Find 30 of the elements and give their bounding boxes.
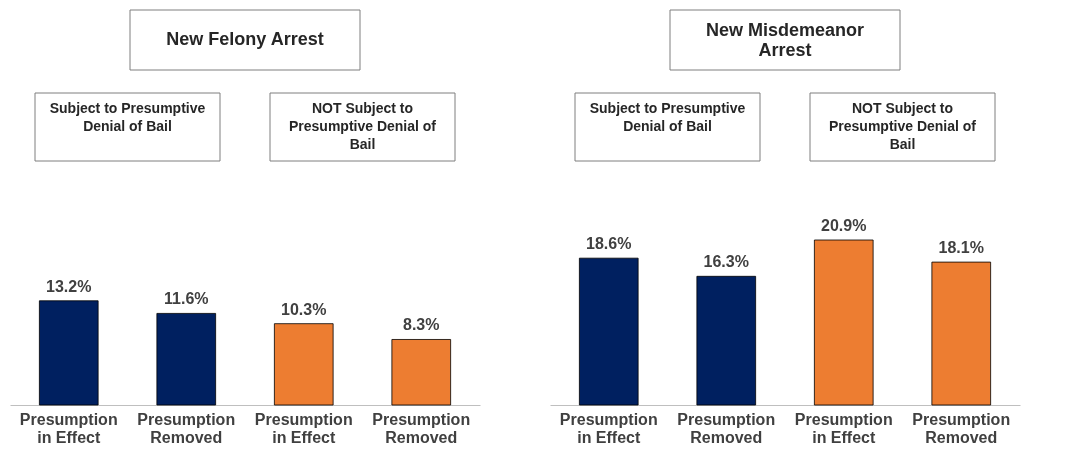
data-label: 8.3%	[403, 316, 440, 334]
x-tick-label: Presumption in Effect	[559, 410, 658, 446]
bar	[156, 313, 217, 406]
text: NOT Subject to Presumptive Denial of Bail	[288, 100, 437, 152]
data-label: 13.2%	[46, 277, 92, 295]
x-tick-label: Presumption Removed	[912, 410, 1011, 446]
x-tick-label: Presumption in Effect	[794, 410, 893, 446]
bar	[38, 300, 99, 406]
data-label: 16.3%	[703, 253, 749, 271]
bar	[813, 239, 874, 406]
data-label: 18.6%	[586, 235, 632, 253]
x-tick-label: Presumption Removed	[677, 410, 776, 446]
data-label: 11.6%	[164, 290, 209, 308]
bar	[578, 257, 639, 406]
x-tick-label: Presumption Removed	[372, 410, 471, 446]
x-tick-label: Presumption Removed	[137, 410, 236, 446]
bar	[931, 261, 992, 406]
x-tick-label: Presumption in Effect	[254, 410, 353, 446]
text: NOT Subject to Presumptive Denial of Bail	[828, 100, 977, 152]
text: Subject to Presumptive Denial of Bail	[589, 100, 746, 134]
chart-title: New Felony Arrest	[166, 29, 324, 49]
x-tick-label: Presumption in Effect	[19, 410, 118, 446]
bar	[273, 323, 334, 406]
bar	[696, 275, 757, 406]
data-label: 10.3%	[281, 300, 327, 318]
text: Subject to Presumptive Denial of Bail	[49, 100, 206, 134]
chart-title: New Misdemeanor Arrest	[705, 20, 865, 60]
data-label: 18.1%	[938, 239, 984, 257]
data-label: 20.9%	[821, 217, 867, 234]
bar	[391, 339, 452, 406]
